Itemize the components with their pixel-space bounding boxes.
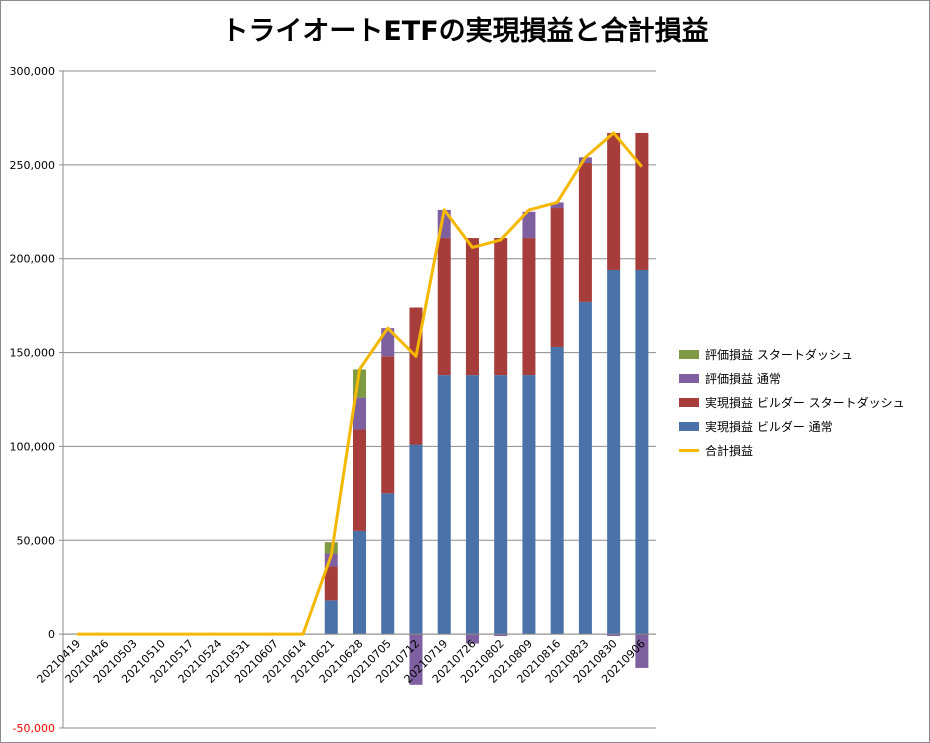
bar-segment xyxy=(550,346,564,635)
bar-segment xyxy=(381,356,395,494)
bar-segment xyxy=(578,301,592,635)
bar-segment xyxy=(353,530,366,635)
bar-segment xyxy=(409,444,423,635)
legend-item: 合計損益 xyxy=(679,438,905,462)
legend-label: 実現損益 ビルダー スタートダッシュ xyxy=(705,395,905,410)
bar-segment xyxy=(381,493,395,635)
bar-segment xyxy=(522,238,536,376)
y-tick-label: 100,000 xyxy=(10,440,56,453)
bar-segment xyxy=(353,429,366,531)
y-tick-label: 200,000 xyxy=(10,253,56,266)
legend-label: 評価損益 スタートダッシュ xyxy=(705,347,853,362)
legend-label: 評価損益 通常 xyxy=(705,371,781,386)
legend-swatch xyxy=(679,373,699,383)
chart-title: トライオートETFの実現損益と合計損益 xyxy=(221,16,709,47)
legend-item: 評価損益 スタートダッシュ xyxy=(679,342,905,366)
bar-segment xyxy=(607,269,621,635)
bar-segment xyxy=(494,375,508,635)
y-tick-label: 250,000 xyxy=(10,159,56,172)
bar-segment xyxy=(550,208,564,347)
bar-segment xyxy=(324,566,338,601)
series-line xyxy=(77,131,644,636)
y-tick-label: -50,000 xyxy=(13,722,55,735)
bar-segment xyxy=(635,132,649,270)
bar-segment xyxy=(522,375,536,635)
bar-segment xyxy=(635,634,649,668)
bar-segment xyxy=(324,600,338,635)
legend-swatch xyxy=(679,349,699,359)
bar-segment xyxy=(465,634,479,644)
y-tick-label: 0 xyxy=(48,628,55,641)
bar-segment xyxy=(494,634,508,637)
bar-segment xyxy=(635,269,649,635)
legend-swatch xyxy=(679,448,699,452)
bar-segment xyxy=(353,397,366,430)
legend-label: 実現損益 ビルダー 通常 xyxy=(705,419,833,434)
legend-item: 実現損益 ビルダー 通常 xyxy=(679,414,905,438)
y-tick-label: 150,000 xyxy=(10,347,56,360)
bar-segment xyxy=(437,238,451,376)
bar-segment xyxy=(607,132,621,270)
bar-segment xyxy=(409,634,423,685)
legend-swatch xyxy=(679,397,699,407)
legend-item: 評価損益 通常 xyxy=(679,366,905,390)
bar-segment xyxy=(578,162,592,302)
bar-segment xyxy=(437,375,451,635)
legend-swatch xyxy=(679,421,699,431)
bar-segment xyxy=(607,634,621,637)
bar-segment xyxy=(465,375,479,635)
legend-item: 実現損益 ビルダー スタートダッシュ xyxy=(679,390,905,414)
bar-segment xyxy=(522,211,536,239)
legend-label: 合計損益 xyxy=(705,443,754,458)
bar-segment xyxy=(494,238,508,376)
y-tick-label: 300,000 xyxy=(10,65,56,78)
bar-segment xyxy=(465,238,479,376)
bar-segment xyxy=(550,202,564,209)
chart-legend: 評価損益 スタートダッシュ 評価損益 通常実現損益 ビルダー スタートダッシュ 実現… xyxy=(679,342,905,462)
y-tick-label: 50,000 xyxy=(17,534,56,547)
